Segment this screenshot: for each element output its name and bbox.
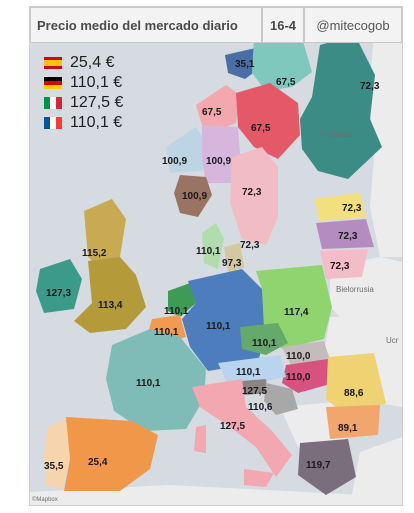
price-label-de: 110,1 [206,321,231,332]
region-se4 [202,125,240,183]
legend-row-germany: 110,1 € [44,73,123,93]
map-attribution: ©Mapbox [32,496,58,503]
france-flag-icon [44,117,62,129]
price-label-nl: 110,1 [164,306,189,317]
price-label-no5: 100,9 [182,191,207,202]
region-dk1 [202,223,224,269]
legend-row-italy: 127,5 € [44,93,123,113]
place-label-belarus: Bielorrusia [336,285,374,294]
land-africa [30,485,402,505]
price-label-cz: 110,1 [252,338,277,349]
price-label-lt: 72,3 [330,261,350,272]
price-label-ro: 88,6 [344,388,364,399]
price-label-pt: 35,5 [44,461,64,472]
region-se3 [236,83,300,159]
legend-value-france: 110,1 € [70,114,123,131]
legend-row-spain: 25,4 € [44,53,123,73]
region-ee [314,193,366,221]
price-labels: 35,1 67,5 72,3 67,5 67,5 100,9 100,9 100… [44,59,380,472]
region-pt [44,419,70,489]
legend-value-germany: 110,1 € [70,74,123,91]
region-es [64,417,158,491]
price-label-gb: 115,2 [82,248,107,259]
price-label-sk: 110,0 [286,351,311,362]
price-label-ee: 72,3 [342,203,362,214]
price-label-pl: 117,4 [284,307,309,318]
price-label-dk1: 110,1 [196,246,221,257]
europe-price-map: 35,1 67,5 72,3 67,5 67,5 100,9 100,9 100… [30,7,402,505]
price-label-lv: 72,3 [338,231,358,242]
price-label-es: 25,4 [88,457,108,468]
header-handle: @mitecogob [304,7,402,43]
region-hu [282,359,334,393]
region-cz [240,323,288,355]
region-se-south [230,147,278,245]
price-label-hr: 110,6 [248,402,273,413]
price-label-ie: 127,3 [46,288,71,299]
price-label-se4: 100,9 [206,156,231,167]
price-legend: 25,4 € 110,1 € 127,5 € 110,1 € [44,53,123,133]
region-no2 [252,31,312,91]
region-it [192,379,292,477]
price-label-si: 127,5 [242,386,267,397]
price-label-gr: 119,7 [306,460,331,471]
price-label-uk: 113,4 [98,300,123,311]
price-label-fr: 110,1 [136,378,161,389]
region-nl [168,283,196,317]
price-label-no2: 67,5 [276,77,296,88]
region-dk2 [224,243,244,273]
region-gb-north [84,199,126,269]
price-label-dk2: 97,3 [222,258,242,269]
italy-flag-icon [44,97,62,109]
legend-row-france: 110,1 € [44,113,123,133]
place-label-finland: Finlandia [320,130,353,139]
header-date: 16-4 [262,7,304,43]
region-gr [298,439,356,495]
price-label-lt-top: 72,3 [240,240,260,251]
price-label-fi: 72,3 [360,81,380,92]
region-lv [316,219,374,249]
legend-value-italy: 127,5 € [70,94,124,111]
region-fr [106,329,206,431]
header-title: Precio medio del mercado diario [30,7,262,43]
land-russia [368,27,402,257]
price-label-no4: 100,9 [162,156,187,167]
region-lt [320,249,368,279]
region-no5 [174,175,212,217]
region-at [218,355,286,385]
region-si [242,379,268,395]
region-bg [326,405,380,439]
price-label-no1: 35,1 [235,59,255,70]
region-ie [36,259,82,313]
price-label-fi-south: 72,3 [242,187,262,198]
price-label-bg: 89,1 [338,423,358,434]
spain-flag-icon [44,57,62,69]
price-label-at: 110,1 [236,367,261,378]
land-turkey [350,437,402,505]
region-hr [264,383,298,415]
price-label-no3: 67,5 [202,107,222,118]
map-frame: 35,1 67,5 72,3 67,5 67,5 100,9 100,9 100… [29,6,403,506]
region-gb [74,257,146,333]
region-fi [300,35,382,179]
region-ro [326,353,386,417]
legend-value-spain: 25,4 € [70,54,115,71]
region-it-islands [194,425,274,487]
germany-flag-icon [44,77,62,89]
region-no4 [166,127,208,173]
price-label-se3: 67,5 [251,123,271,134]
region-no3 [196,85,240,131]
price-label-hu: 110,0 [286,372,311,383]
price-label-be: 110,1 [154,327,179,338]
price-label-it: 127,5 [220,421,245,432]
place-label-ukraine: Ucr [386,336,399,345]
